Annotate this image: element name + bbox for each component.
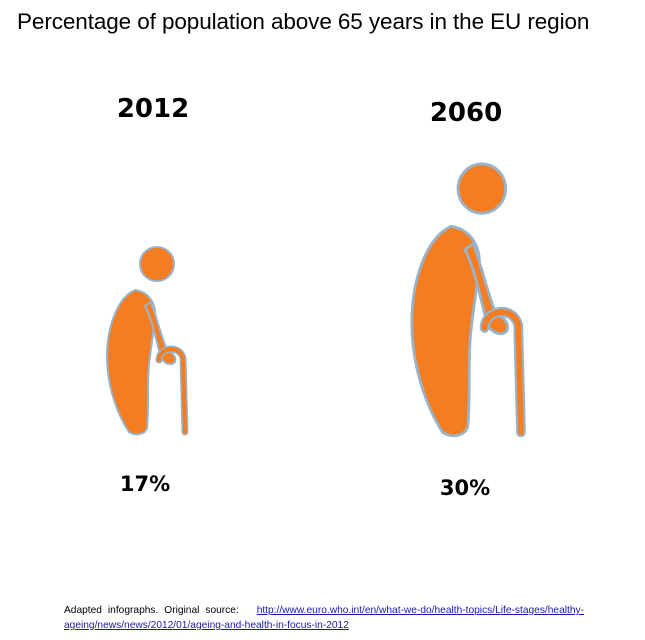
arm-shape bbox=[143, 300, 177, 366]
cane-shape bbox=[481, 309, 524, 436]
chart-title: Percentage of population above 65 years … bbox=[17, 9, 590, 34]
head-shape bbox=[456, 162, 507, 215]
arm-shape bbox=[463, 241, 509, 336]
value-label-2060: 30% bbox=[439, 476, 491, 500]
category-label-2012: 2012 bbox=[116, 94, 190, 124]
head-shape bbox=[139, 246, 175, 282]
source-link[interactable]: http://www.euro.who.int/en/what-we-do/he… bbox=[64, 605, 584, 631]
source-prefix: Adapted infographs. Original source: bbox=[64, 605, 239, 616]
category-label-2060: 2060 bbox=[429, 98, 503, 128]
elderly-person-icon-2012 bbox=[105, 246, 189, 436]
cane-shape bbox=[157, 347, 187, 434]
source-note: Adapted infographs. Original source: htt… bbox=[64, 603, 584, 633]
value-label-2012: 17% bbox=[119, 472, 171, 496]
elderly-person-icon-2060 bbox=[410, 162, 526, 438]
